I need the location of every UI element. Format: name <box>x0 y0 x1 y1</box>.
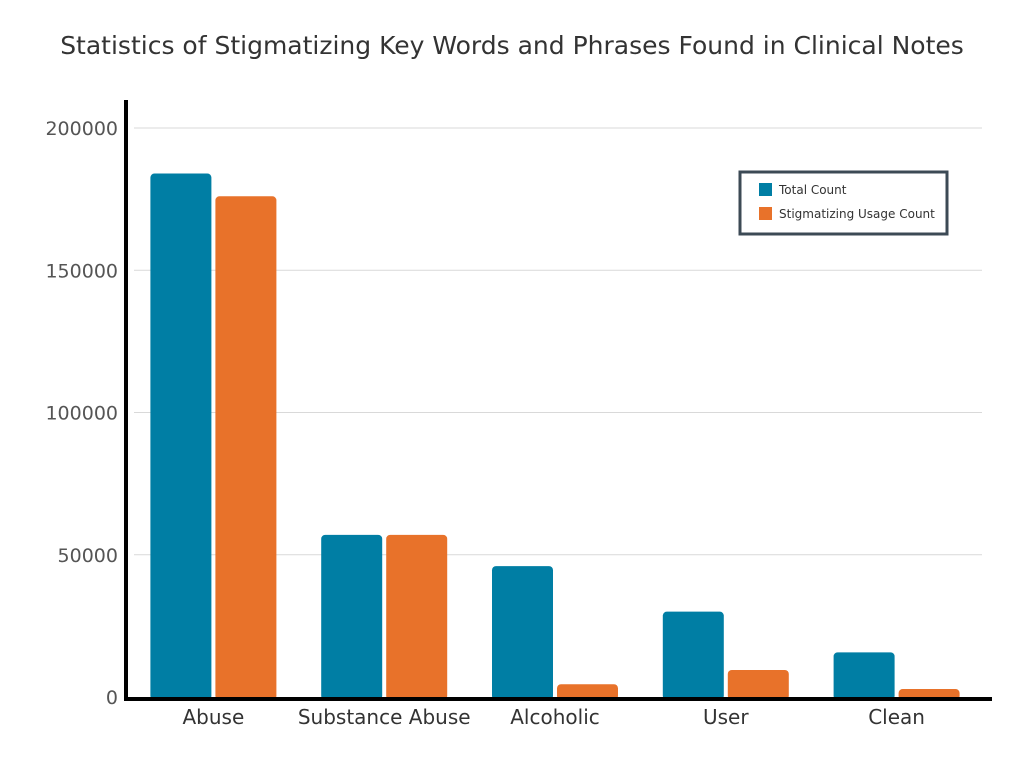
legend-box <box>738 170 949 236</box>
y-tick-label: 0 <box>106 687 118 709</box>
chart-title: Statistics of Stigmatizing Key Words and… <box>60 31 964 60</box>
axes <box>124 100 992 701</box>
bar <box>492 566 553 700</box>
y-tick-label: 150000 <box>45 260 118 282</box>
y-tick-label: 50000 <box>58 545 118 567</box>
legend-label: Total Count <box>778 183 847 197</box>
x-tick-label: User <box>703 705 749 729</box>
x-tick-labels: Abuse Substance Abuse Alcoholic User Clean <box>183 705 925 729</box>
x-tick-label: Clean <box>868 705 925 729</box>
bar <box>386 534 448 700</box>
bar <box>215 196 277 700</box>
bar <box>727 669 789 700</box>
y-tick-label: 100000 <box>45 403 118 425</box>
legend-swatch <box>759 183 772 196</box>
legend-swatch <box>759 207 772 220</box>
bars <box>150 173 960 700</box>
legend: Total Count Stigmatizing Usage Count <box>738 170 949 236</box>
bar <box>833 652 895 700</box>
bar <box>662 611 724 700</box>
bar <box>150 173 212 700</box>
x-tick-label: Substance Abuse <box>298 705 471 729</box>
legend-label: Stigmatizing Usage Count <box>779 207 935 221</box>
bar <box>557 684 618 700</box>
y-tick-labels: 0 50000 100000 150000 200000 <box>45 118 118 709</box>
bar <box>321 534 383 700</box>
y-tick-label: 200000 <box>45 118 118 140</box>
x-tick-label: Abuse <box>183 705 245 729</box>
x-tick-label: Alcoholic <box>510 705 600 729</box>
